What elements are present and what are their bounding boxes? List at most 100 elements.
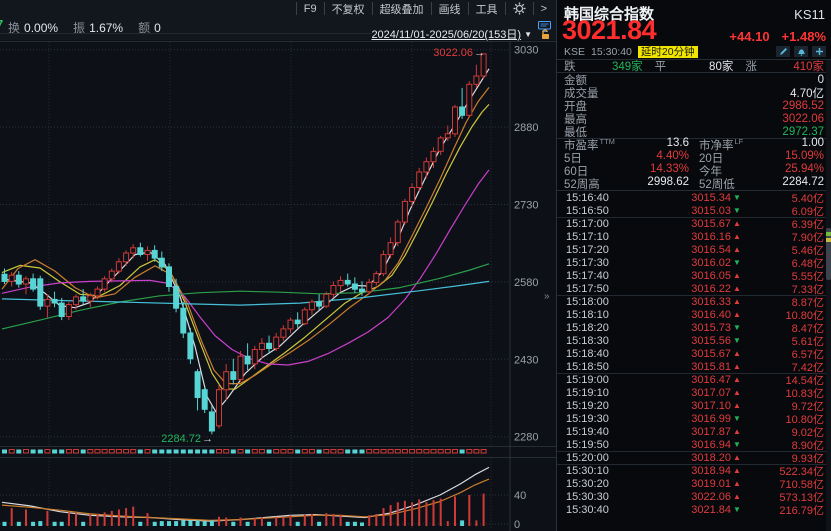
tick-row[interactable]: 15:19:10 3017.07 ▲ 10.83亿	[557, 386, 831, 400]
volume-bar	[209, 520, 214, 526]
updown-dash	[430, 449, 437, 454]
ticker-stat-value: 0	[154, 21, 161, 35]
stat-label-sup: TTM	[599, 137, 615, 147]
toolbar-item-4[interactable]: 工具	[467, 2, 505, 16]
arrow-down-icon: ▼	[733, 205, 741, 215]
volume-bar	[75, 513, 77, 526]
updown-dash	[352, 449, 358, 454]
add-plus-icon[interactable]	[812, 46, 826, 57]
expand-toolbar-chevron[interactable]: >	[532, 2, 554, 15]
stat-label: 60日	[564, 165, 589, 178]
volume-bar	[2, 521, 7, 526]
tick-row[interactable]: 15:30:20 3019.01 ▲ 710.58亿	[557, 477, 831, 491]
volume-bar	[260, 517, 263, 526]
updown-dash	[2, 449, 7, 454]
high-arrow-icon: →	[474, 47, 485, 59]
tick-time: 15:19:20	[566, 399, 609, 412]
tick-volume: 573.13亿	[779, 491, 824, 504]
y-axis-label: 2880	[514, 122, 538, 134]
tick-row[interactable]: 15:16:50 3015.03 ▼ 6.09亿	[557, 204, 831, 218]
updown-dash	[480, 449, 487, 454]
updown-dash	[115, 449, 122, 454]
volume-bar	[103, 512, 106, 526]
tick-time: 15:18:50	[566, 360, 609, 373]
toolbar-item-3[interactable]: 画线	[430, 2, 468, 16]
tick-volume: 710.58亿	[779, 478, 824, 491]
updown-dash	[16, 449, 22, 454]
gear-icon[interactable]	[504, 2, 533, 15]
date-range-label[interactable]: 2024/11/01-2025/06/20(153日)	[371, 29, 522, 41]
tick-row[interactable]: 15:19:30 3016.99 ▼ 10.80亿	[557, 412, 831, 426]
volume-bar	[67, 512, 70, 526]
tick-volume: 5.46亿	[791, 244, 824, 257]
tick-row[interactable]: 15:16:40 3015.34 ▼ 5.40亿	[557, 191, 831, 205]
tick-row[interactable]: 15:17:00 3015.67 ▲ 6.39亿	[557, 217, 831, 231]
tick-row[interactable]: 15:17:50 3016.22 ▲ 7.33亿	[557, 282, 831, 296]
candle-body	[137, 247, 144, 256]
tick-time: 15:18:40	[566, 347, 609, 360]
candle-body	[30, 278, 37, 290]
tick-row[interactable]: 15:17:40 3016.05 ▲ 5.55亿	[557, 269, 831, 283]
scrollbar-thumb[interactable]	[826, 228, 831, 280]
tick-list[interactable]: 15:16:40 3015.34 ▼ 5.40亿 15:16:50 3015.03 ▼ 6.0…	[557, 190, 831, 517]
alert-bell-icon[interactable]	[794, 46, 808, 57]
ma-yellow	[1, 103, 490, 390]
y-axis-label: 2430	[514, 354, 538, 366]
y-axis-label: 2580	[514, 277, 538, 289]
tick-price: 3016.40 ▲	[628, 309, 744, 321]
tick-row[interactable]: 15:17:10 3016.16 ▲ 7.90亿	[557, 230, 831, 244]
panel-expander[interactable]: »	[544, 291, 550, 302]
tick-row[interactable]: 15:19:50 3016.94 ▼ 8.90亿	[557, 438, 831, 452]
arrow-down-icon: ▼	[733, 322, 741, 332]
tick-row[interactable]: 15:18:20 3015.73 ▼ 8.47亿	[557, 321, 831, 335]
volume-bar	[239, 517, 242, 526]
tick-price: 3015.56 ▼	[628, 335, 744, 347]
delay-badge: 延时20分钟	[637, 46, 698, 58]
edit-pencil-icon[interactable]	[776, 46, 790, 57]
updown-dash	[280, 449, 287, 454]
tick-row[interactable]: 15:18:10 3016.40 ▲ 10.80亿	[557, 308, 831, 322]
volume-bar	[81, 521, 86, 526]
ticker-stat-value: 0.00%	[24, 21, 59, 35]
tick-row[interactable]: 15:18:50 3015.81 ▲ 7.42亿	[557, 360, 831, 374]
candle-body	[230, 371, 237, 380]
tick-row[interactable]: 15:30:40 3021.84 ▼ 216.79亿	[557, 503, 831, 517]
unlock-icon[interactable]	[540, 27, 551, 45]
stat-value: 14.33%	[649, 162, 689, 175]
toolbar-item-0[interactable]: F9	[295, 2, 324, 15]
chevron-down-icon[interactable]: ▼	[524, 29, 532, 39]
arrow-up-icon: ▲	[733, 309, 741, 319]
toolbar-item-1[interactable]: 不复权	[323, 2, 372, 16]
tick-time: 15:16:50	[566, 204, 609, 217]
scrollbar-track[interactable]	[826, 60, 831, 531]
tick-price: 3017.07 ▲	[628, 387, 744, 399]
candle-body	[423, 161, 430, 173]
candle-body	[244, 355, 251, 365]
updown-dash	[345, 449, 351, 454]
candle-body	[452, 106, 458, 135]
volume-bar	[52, 521, 57, 526]
updown-dash	[273, 449, 280, 454]
tick-row[interactable]: 15:20:00 3018.20 ▲ 9.93亿	[557, 451, 831, 465]
tick-row[interactable]: 15:18:30 3015.56 ▼ 5.61亿	[557, 334, 831, 348]
tick-row[interactable]: 15:18:00 3016.33 ▲ 8.87亿	[557, 295, 831, 309]
tick-row[interactable]: 15:19:40 3017.87 ▲ 9.02亿	[557, 425, 831, 439]
date-range-selector[interactable]: 2024/11/01-2025/06/20(153日) ▼	[371, 26, 532, 42]
updown-dash	[330, 449, 337, 454]
tick-row[interactable]: 15:30:30 3022.06 ▲ 573.13亿	[557, 490, 831, 504]
tick-row[interactable]: 15:18:40 3015.67 ▲ 6.57亿	[557, 347, 831, 361]
tick-price: 3015.34 ▼	[628, 192, 744, 204]
breadth-label: 跌	[564, 61, 576, 73]
tick-row[interactable]: 15:19:00 3016.47 ▲ 14.54亿	[557, 373, 831, 387]
updown-dash	[44, 449, 51, 454]
toolbar-item-2[interactable]: 超级叠加	[371, 2, 431, 16]
updown-dash	[452, 449, 458, 454]
candle-body	[216, 389, 222, 427]
tick-row[interactable]: 15:30:10 3018.94 ▲ 522.34亿	[557, 464, 831, 478]
tick-row[interactable]: 15:17:20 3016.54 ▲ 5.46亿	[557, 243, 831, 257]
tick-row[interactable]: 15:19:20 3017.10 ▲ 9.72亿	[557, 399, 831, 413]
tick-row[interactable]: 15:17:30 3016.02 ▼ 6.48亿	[557, 256, 831, 270]
candle-body	[44, 298, 51, 307]
